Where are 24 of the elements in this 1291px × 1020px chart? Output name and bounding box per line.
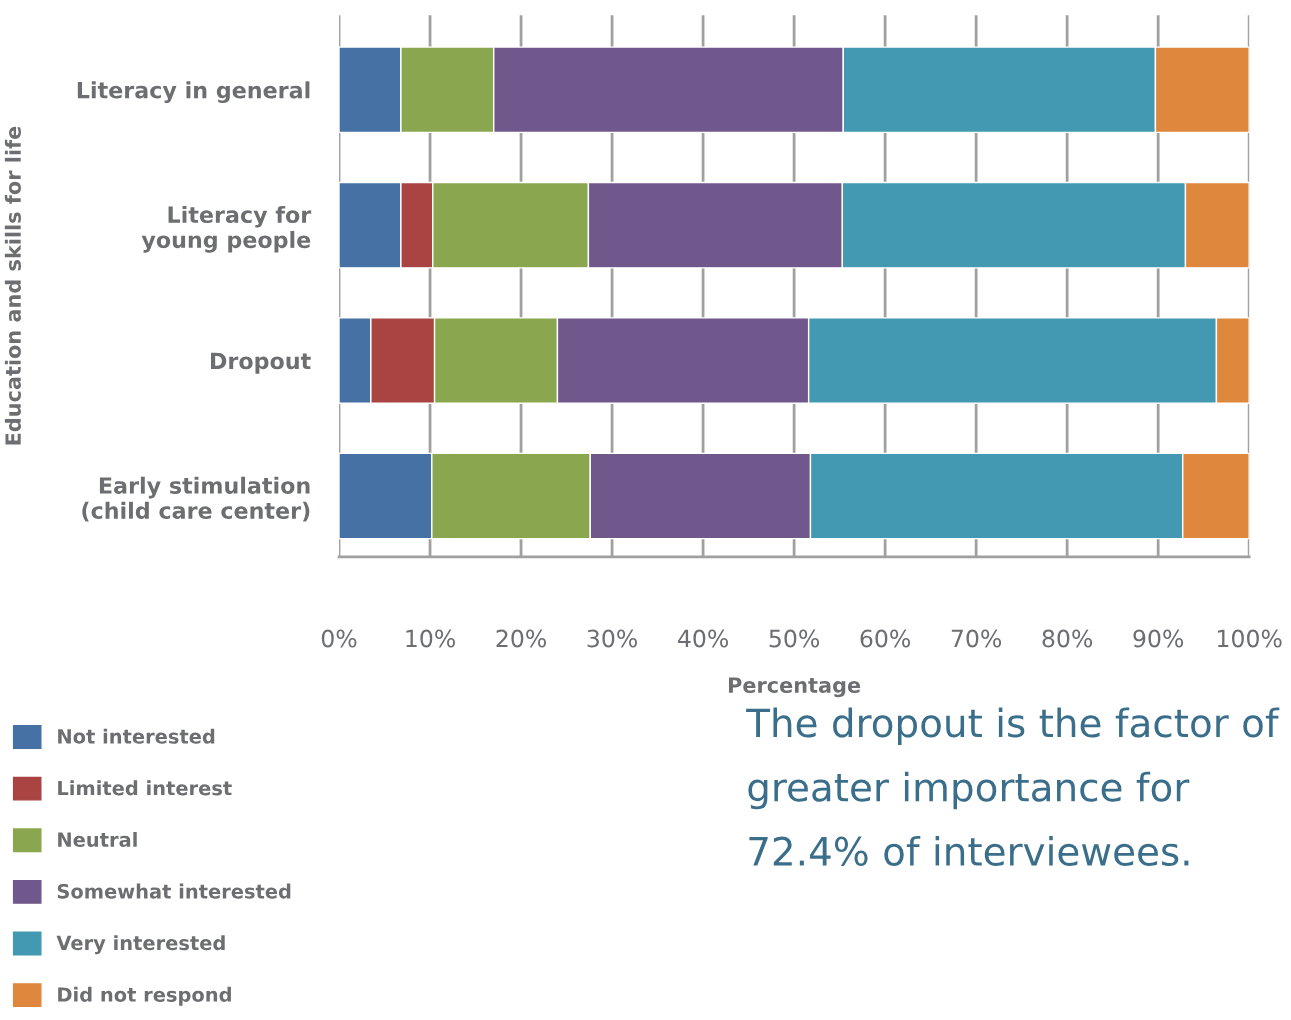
y-tick-label: Literacy in general (77, 81, 310, 104)
x-tick-label: 60% (860, 629, 911, 648)
y-axis-title: Education and skills for life (4, 126, 21, 445)
x-tick-label: 30% (587, 629, 637, 648)
text: The dropout is the factor of greater importance for 72.4% of interviewees. (746, 707, 1280, 867)
y-tick-label: Early stimulation (child care center) (82, 476, 310, 522)
legend-label: Did not respond (58, 986, 231, 1006)
x-tick-label: 10% (406, 629, 455, 648)
y-tick-label: Literacy for young people (141, 205, 312, 253)
y-tick-label: Dropout (210, 352, 311, 374)
legend-label: Neutral (58, 831, 137, 848)
legend-label: Somewhat interested (57, 883, 291, 899)
x-tick-label: 20% (496, 629, 546, 648)
x-tick-label: 40% (677, 629, 729, 648)
x-tick-label: 80% (1042, 629, 1093, 648)
x-tick-label: 90% (1133, 629, 1184, 648)
x-tick-label: 0% (321, 629, 357, 648)
legend-label: Limited interest (58, 780, 232, 796)
x-axis-title: Percentage (728, 677, 861, 698)
x-tick-label: 100% (1218, 629, 1282, 648)
x-tick-label: 70% (951, 629, 1002, 648)
legend-label: Very interested (56, 935, 225, 955)
legend-label: Not interested (58, 728, 215, 744)
x-tick-label: 50% (769, 629, 820, 648)
